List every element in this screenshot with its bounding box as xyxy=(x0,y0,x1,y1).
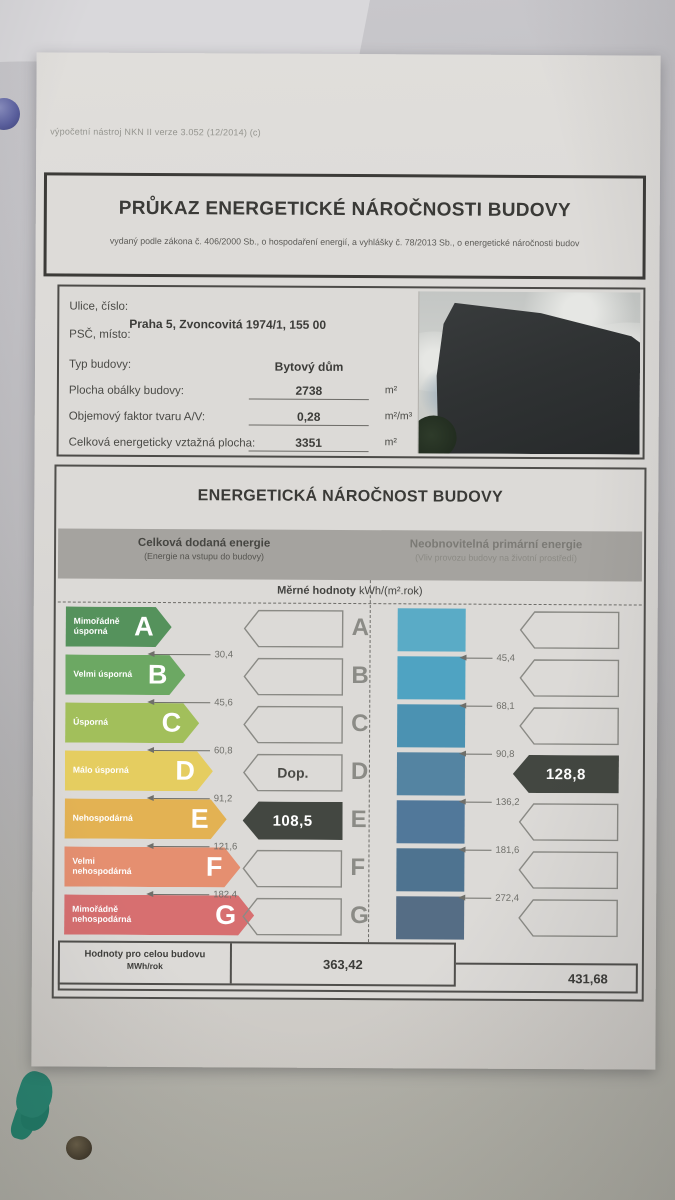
document-title: PRŮKAZ ENERGETICKÉ NÁROČNOSTI BUDOVY xyxy=(118,197,571,222)
class-arrow-f: Velmi nehospodárná F xyxy=(64,847,240,888)
primary-arrow-f xyxy=(518,851,619,890)
primary-arrow-c xyxy=(519,707,619,746)
class-letter-d: D xyxy=(350,758,369,786)
delivered-arrow-c xyxy=(243,705,343,744)
pin-icon xyxy=(0,98,20,130)
recommended-label: Dop. xyxy=(277,764,309,781)
primary-threshold-b: 68,1 xyxy=(459,700,515,711)
building-photo xyxy=(417,291,641,455)
delivered-arrow-a xyxy=(243,609,344,648)
delivered-energy-value-arrow: 108,5 xyxy=(243,801,343,840)
primary-bar-c xyxy=(397,704,466,748)
delivered-arrow-b xyxy=(243,657,344,696)
delivered-threshold-b: 45,6 xyxy=(147,697,233,708)
energy-rating-section: ENERGETICKÁ NÁROČNOST BUDOVY Celková dod… xyxy=(51,464,647,1002)
delivered-energy-header: Celková dodaná energie (Energie na vstup… xyxy=(137,536,271,562)
primary-arrow-e xyxy=(518,803,619,842)
delivered-total-value: 363,42 xyxy=(322,956,363,972)
totals-label: Hodnoty pro celou budovu MWh/rok xyxy=(59,942,232,984)
totals-section: 431,68 Hodnoty pro celou budovu MWh/rok … xyxy=(54,940,642,999)
primary-energy-value-arrow: 128,8 xyxy=(513,755,619,794)
area-value: 3351 xyxy=(248,435,369,453)
type-value: Bytový dům xyxy=(274,359,344,374)
primary-threshold-f: 272,4 xyxy=(458,892,519,903)
class-letter-a: A xyxy=(351,614,370,642)
background-sheet xyxy=(0,0,370,62)
delivered-threshold-a: 30,4 xyxy=(147,649,233,660)
document-subtitle: vydaný podle zákona č. 406/2000 Sb., o h… xyxy=(109,235,580,249)
class-arrow-a: Mimořádně úsporná A xyxy=(66,607,172,648)
class-arrow-b: Velmi úsporná B xyxy=(65,655,185,696)
delivered-threshold-d: 91,2 xyxy=(146,793,232,804)
primary-bar-g xyxy=(396,896,465,940)
column-headers: Celková dodaná energie (Energie na vstup… xyxy=(57,528,643,582)
scale-row-d: Málo úsporná D Dop. D 128,8 91,2 136,2 xyxy=(55,748,643,807)
class-letter-e: E xyxy=(350,806,367,834)
primary-threshold-d: 136,2 xyxy=(458,796,520,807)
energy-scale-chart: Mimořádně úsporná A A 30,4 45,4 xyxy=(54,604,644,943)
delivered-threshold-e: 121,6 xyxy=(146,841,237,852)
teal-object xyxy=(11,1067,59,1123)
factor-label: Objemový faktor tvaru A/V: xyxy=(68,410,206,424)
primary-threshold-e: 181,6 xyxy=(458,844,519,855)
primary-threshold-a: 45,4 xyxy=(459,652,515,663)
scale-row-b: Velmi úsporná B B 45,6 68,1 xyxy=(55,652,643,711)
scale-row-f: Velmi nehospodárná F F 182,4 272,4 xyxy=(54,844,642,903)
class-letter-c: C xyxy=(351,710,369,738)
factor-value: 0,28 xyxy=(248,409,369,427)
type-label: Typ budovy: xyxy=(68,358,132,371)
certificate-paper: výpočetní nástroj NKN II verze 3.052 (12… xyxy=(31,52,661,1070)
envelope-label: Plocha obálky budovy: xyxy=(68,384,184,398)
scale-row-g: Mimořádně nehospodárná G G xyxy=(54,892,642,943)
primary-bar-d xyxy=(396,752,465,796)
delivered-threshold-f: 182,4 xyxy=(146,889,237,900)
envelope-unit: m² xyxy=(384,384,398,397)
primary-total-value: 431,68 xyxy=(568,970,608,986)
class-arrow-g: Mimořádně nehospodárná G xyxy=(64,895,254,936)
primary-threshold-c: 90,8 xyxy=(458,748,515,759)
area-unit: m² xyxy=(384,436,397,449)
primary-arrow-b xyxy=(519,659,620,698)
section-title: ENERGETICKÁ NÁROČNOST BUDOVY xyxy=(197,487,504,506)
scale-row-c: Úsporná C C 60,8 90,8 xyxy=(55,700,643,759)
address-label-2: PSČ, místo: xyxy=(69,328,131,341)
building-info-box: Ulice, číslo: PSČ, místo: Praha 5, Zvonc… xyxy=(56,284,646,460)
primary-bar-e xyxy=(396,800,465,844)
class-letter-g: G xyxy=(350,902,369,930)
primary-bar-b xyxy=(397,656,466,700)
delivered-total-box: Hodnoty pro celou budovu MWh/rok 363,42 xyxy=(57,940,457,987)
class-arrow-d: Málo úsporná D xyxy=(65,751,213,792)
delivered-arrow-f xyxy=(242,849,343,888)
class-arrow-e: Nehospodárná E xyxy=(65,799,227,840)
address-label-1: Ulice, číslo: xyxy=(69,300,129,313)
delivered-arrow-g xyxy=(242,897,342,936)
factor-unit: m²/m³ xyxy=(384,410,413,423)
primary-energy-header: Neobnovitelná primární energie (Vliv pro… xyxy=(409,538,583,564)
primary-bar-a xyxy=(397,608,466,652)
scale-row-e: Nehospodárná E 108,5 E 121,6 181,6 xyxy=(55,796,643,855)
class-arrow-c: Úsporná C xyxy=(65,703,199,744)
primary-arrow-g xyxy=(518,899,618,938)
address-value: Praha 5, Zvoncovitá 1974/1, 155 00 xyxy=(129,316,327,332)
class-letter-f: F xyxy=(350,854,366,882)
envelope-value: 2738 xyxy=(248,383,369,401)
tool-version-note: výpočetní nástroj NKN II verze 3.052 (12… xyxy=(50,126,261,138)
scale-row-a: Mimořádně úsporná A A 30,4 45,4 xyxy=(56,604,644,663)
dark-knob xyxy=(66,1136,92,1160)
class-letter-b: B xyxy=(351,662,369,690)
area-label: Celková energeticky vztažná plocha: xyxy=(68,436,256,450)
primary-bar-f xyxy=(396,848,465,892)
document-header-box: PRŮKAZ ENERGETICKÉ NÁROČNOSTI BUDOVY vyd… xyxy=(43,172,647,280)
units-row: Měrné hodnoty kWh/(m².rok) xyxy=(57,578,642,606)
delivered-threshold-c: 60,8 xyxy=(146,745,233,756)
primary-arrow-a xyxy=(519,611,620,650)
delivered-arrow-d-recommended: Dop. xyxy=(243,753,343,792)
